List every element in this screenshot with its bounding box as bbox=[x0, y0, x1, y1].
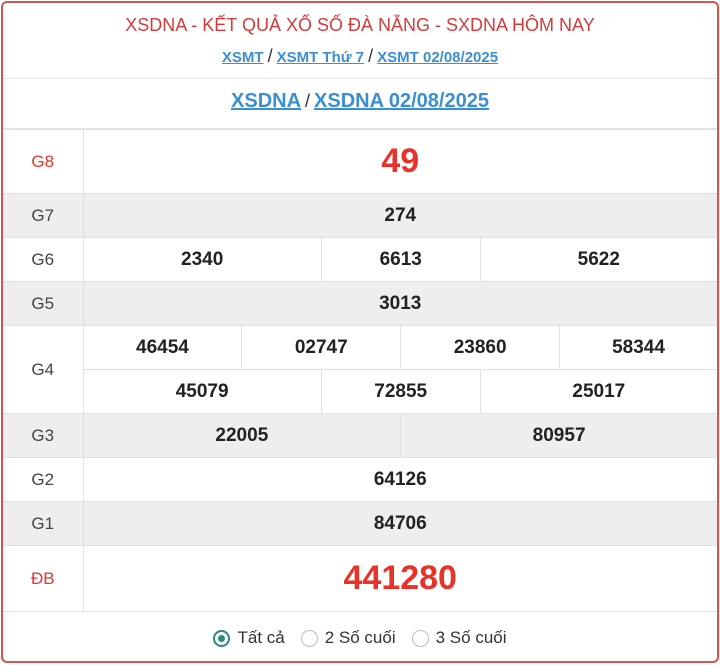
prize-number: 72855 bbox=[320, 369, 481, 414]
subheader: XSDNA / XSDNA 02/08/2025 bbox=[3, 79, 717, 129]
prize-label: G2 bbox=[3, 457, 84, 502]
prize-number: 45079 bbox=[82, 369, 322, 414]
radio-last-2[interactable]: 2 Số cuối bbox=[300, 628, 396, 648]
prize-number: 22005 bbox=[82, 413, 402, 458]
prize-number: 49 bbox=[82, 129, 717, 194]
radio-label: 2 Số cuối bbox=[324, 628, 396, 647]
breadcrumb: XSMT / XSMT Thứ 7/XSMT 02/08/2025 bbox=[3, 46, 717, 67]
prize-number: 5622 bbox=[479, 237, 717, 282]
breadcrumb-xsmt-date[interactable]: XSMT 02/08/2025 bbox=[377, 49, 499, 66]
prize-number: 23860 bbox=[400, 325, 561, 370]
row-g3: G3 22005 80957 bbox=[3, 413, 717, 458]
prize-label: G6 bbox=[3, 237, 84, 282]
results-table: G8 49 G7 274 G6 2340 6613 5622 G5 3013 G4 46454… bbox=[3, 129, 717, 612]
prize-number: 3013 bbox=[82, 281, 717, 326]
prize-label: G8 bbox=[3, 129, 84, 194]
row-db: ĐB 441280 bbox=[3, 545, 717, 612]
special-prize-number: 441280 bbox=[82, 545, 717, 612]
radio-unchecked-icon[interactable] bbox=[411, 629, 429, 647]
separator: / bbox=[368, 46, 374, 66]
page-title: XSDNA - KẾT QUẢ XỔ SỐ ĐÀ NẴNG - SXDNA HÔ… bbox=[125, 15, 595, 35]
separator: / bbox=[305, 91, 311, 111]
prize-label: G3 bbox=[3, 413, 84, 458]
row-g6: G6 2340 6613 5622 bbox=[3, 237, 717, 282]
separator: / bbox=[267, 46, 273, 66]
row-g7: G7 274 bbox=[3, 193, 717, 238]
row-g4-2: 45079 72855 25017 bbox=[3, 369, 717, 414]
prize-number: 274 bbox=[82, 193, 717, 238]
prize-number: 64126 bbox=[82, 457, 717, 502]
prize-label: G5 bbox=[3, 281, 84, 326]
row-g5: G5 3013 bbox=[3, 281, 717, 326]
prize-number: 58344 bbox=[559, 325, 717, 370]
radio-label: 3 Số cuối bbox=[435, 628, 507, 647]
prize-number: 02747 bbox=[241, 325, 402, 370]
radio-all[interactable]: Tất cả bbox=[213, 628, 285, 648]
prize-label: G1 bbox=[3, 501, 84, 546]
radio-checked-icon[interactable] bbox=[213, 629, 231, 647]
header: XSDNA - KẾT QUẢ XỔ SỐ ĐÀ NẴNG - SXDNA HÔ… bbox=[3, 3, 717, 79]
prize-number: 80957 bbox=[400, 413, 717, 458]
link-xsdna[interactable]: XSDNA bbox=[231, 90, 302, 112]
radio-last-3[interactable]: 3 Số cuối bbox=[411, 628, 507, 648]
row-g4: G4 46454 02747 23860 58344 bbox=[3, 325, 717, 414]
row-g2: G2 64126 bbox=[3, 457, 717, 502]
prize-number: 84706 bbox=[82, 501, 717, 546]
prize-number: 25017 bbox=[479, 369, 717, 414]
radio-unchecked-icon[interactable] bbox=[300, 629, 318, 647]
prize-number: 6613 bbox=[320, 237, 481, 282]
prize-number: 46454 bbox=[82, 325, 243, 370]
prize-label: G4 bbox=[3, 325, 84, 414]
row-g1: G1 84706 bbox=[3, 501, 717, 546]
breadcrumb-xsmt[interactable]: XSMT bbox=[221, 49, 264, 66]
row-g8: G8 49 bbox=[3, 129, 717, 194]
prize-number: 2340 bbox=[82, 237, 322, 282]
breadcrumb-xsmt-thu7[interactable]: XSMT Thứ 7 bbox=[276, 49, 365, 66]
prize-label: ĐB bbox=[3, 545, 84, 612]
radio-label: Tất cả bbox=[237, 628, 285, 647]
digit-filter: Tất cả 2 Số cuối 3 Số cuối bbox=[3, 612, 717, 661]
link-xsdna-date[interactable]: XSDNA 02/08/2025 bbox=[314, 90, 489, 112]
prize-label: G7 bbox=[3, 193, 84, 238]
